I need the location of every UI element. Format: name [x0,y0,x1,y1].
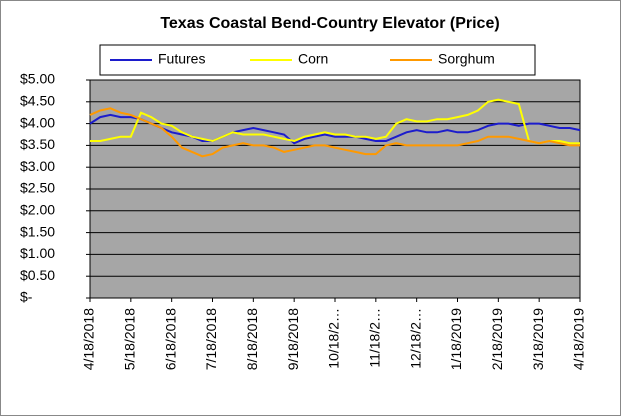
x-tick-label: 10/18/2… [326,308,342,369]
x-tick-label: 4/18/2018 [81,308,97,370]
y-tick-label: $1.50 [20,223,55,239]
legend-label: Futures [158,51,205,67]
legend-label: Corn [298,51,328,67]
x-tick-label: 2/18/2019 [489,308,505,370]
series-line [89,113,581,145]
legend-label: Sorghum [438,51,495,67]
y-tick-label: $4.50 [20,93,55,109]
y-tick-label: $0.50 [20,267,55,283]
y-tick-label: $2.00 [20,202,55,218]
x-tick-label: 9/18/2018 [285,308,301,370]
y-tick-label: $2.50 [20,180,55,196]
x-tick-label: 12/18/2… [407,308,423,369]
legend-box [99,44,536,76]
y-tick-label: $5.00 [20,71,55,87]
y-tick-label: $3.00 [20,158,55,174]
y-tick-label: $- [20,289,33,305]
series-line [89,107,580,158]
x-tick-label: 6/18/2018 [162,308,178,370]
x-tick-label: 3/18/2019 [530,308,546,370]
x-tick-label: 8/18/2018 [244,308,260,370]
x-tick-label: 5/18/2018 [122,308,138,370]
y-tick-label: $1.00 [20,245,55,261]
y-tick-label: $4.00 [20,114,55,130]
x-tick-label: 4/18/2019 [571,308,587,370]
x-tick-label: 11/18/2… [367,308,383,368]
x-tick-label: 1/18/2019 [448,308,464,370]
y-tick-label: $3.50 [20,136,55,152]
x-tick-label: 7/18/2018 [203,308,219,370]
chart-title: Texas Coastal Bend-Country Elevator (Pri… [160,15,499,32]
series-line [90,98,580,145]
